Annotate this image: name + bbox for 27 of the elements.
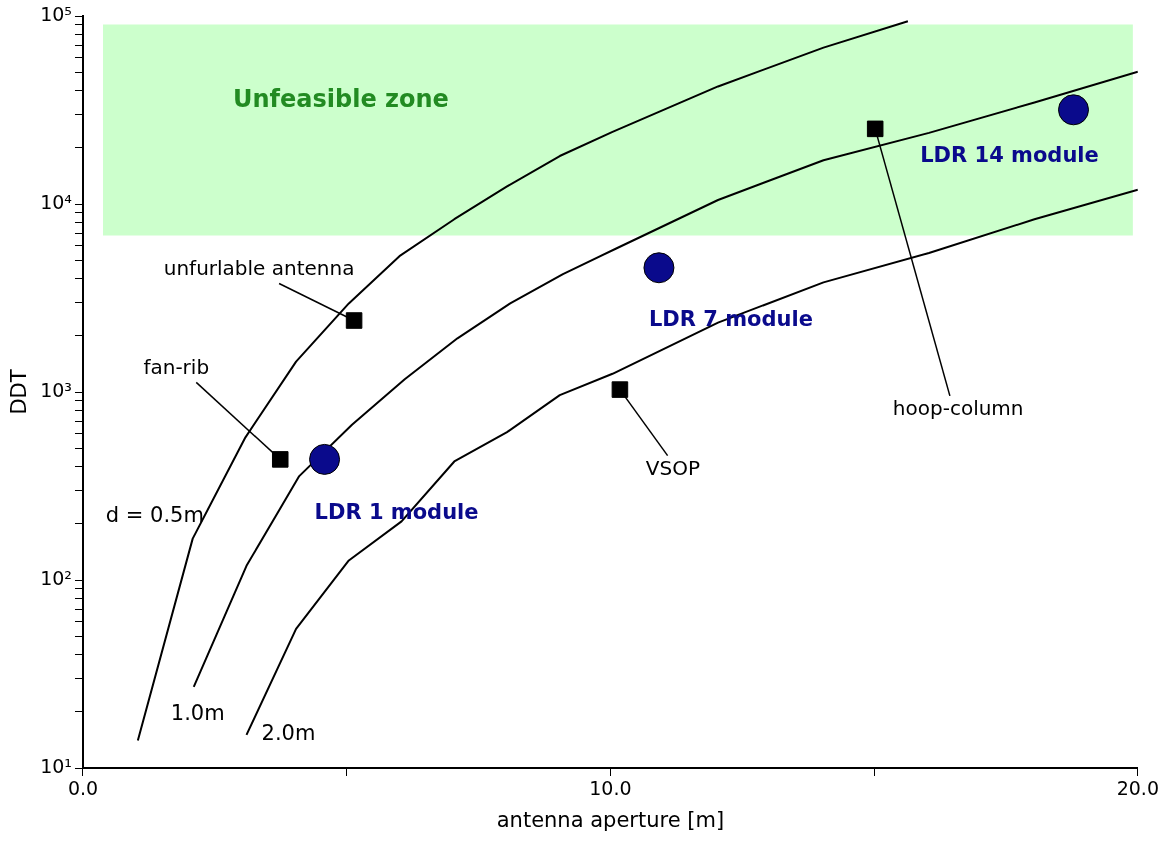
annotation: fan-rib xyxy=(143,354,210,379)
annotation: hoop-column xyxy=(892,396,1024,421)
x-tick-label: 20.0 xyxy=(1116,777,1159,800)
y-tick-label: 10³ xyxy=(40,378,72,401)
point xyxy=(271,451,289,468)
y-tick-label: 10⁵ xyxy=(40,2,72,25)
annotation: unfurlable antenna xyxy=(163,255,355,280)
y-axis-title: DDT xyxy=(7,369,32,415)
annotation: VSOP xyxy=(645,455,701,480)
x-tick-label: 0.0 xyxy=(67,777,99,800)
band-label: Unfeasible zone xyxy=(232,84,449,113)
point xyxy=(345,312,363,329)
point xyxy=(643,252,675,284)
y-tick-label: 10⁴ xyxy=(40,190,73,213)
x-tick-label: 10.0 xyxy=(589,777,632,800)
x-axis-title: antenna aperture [m] xyxy=(496,807,725,832)
series-label: 2.0m xyxy=(261,721,316,746)
series-label: 1.0m xyxy=(170,701,225,726)
point xyxy=(309,443,341,475)
series-label: d = 0.5m xyxy=(105,502,204,527)
annotation: LDR 14 module xyxy=(920,143,1099,168)
point xyxy=(1058,94,1089,126)
y-tick-label: 10² xyxy=(40,566,72,589)
y-tick-label: 10¹ xyxy=(40,754,72,777)
point xyxy=(611,381,629,398)
annotation: LDR 7 module xyxy=(648,307,813,332)
point xyxy=(866,120,884,138)
